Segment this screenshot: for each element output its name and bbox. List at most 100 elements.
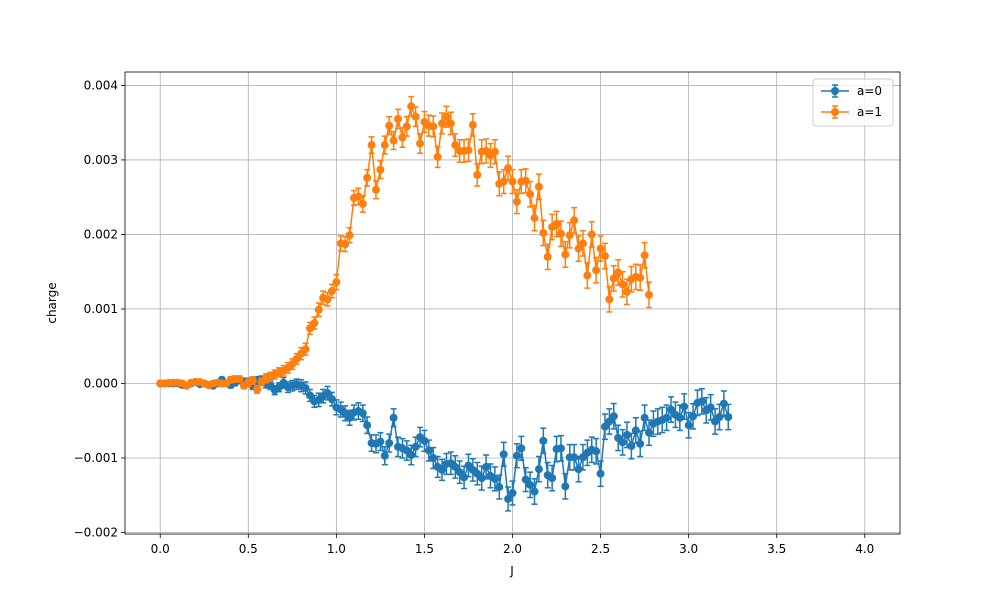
- data-point: [371, 185, 380, 194]
- data-point: [455, 468, 464, 477]
- data-point: [363, 421, 372, 430]
- data-point: [561, 250, 570, 259]
- data-point: [288, 360, 297, 369]
- data-point: [561, 482, 570, 491]
- data-point: [614, 268, 623, 277]
- legend-entry-a1: a=1: [821, 105, 882, 119]
- legend-marker-a1: [831, 108, 839, 116]
- data-point: [556, 444, 565, 453]
- data-point: [530, 487, 539, 496]
- data-point: [411, 442, 420, 451]
- data-point: [667, 405, 676, 414]
- y-axis: −0.002 −0.001 0.000 0.001 0.002 0.003 0.004: [74, 78, 125, 540]
- series-a=1: [156, 95, 654, 394]
- data-point: [508, 489, 517, 498]
- legend-label-a1: a=1: [857, 105, 882, 119]
- data-point: [640, 251, 649, 260]
- data-point: [675, 413, 684, 422]
- data-point: [596, 244, 605, 253]
- data-point: [534, 465, 543, 474]
- data-point: [314, 305, 323, 314]
- data-point: [385, 439, 394, 448]
- x-tick-label: 4.0: [855, 542, 874, 556]
- x-tick-label: 0.5: [239, 542, 258, 556]
- data-point: [570, 453, 579, 462]
- data-point: [305, 324, 314, 333]
- data-point: [402, 122, 411, 131]
- data-point: [539, 228, 548, 237]
- data-point: [468, 120, 477, 129]
- data-point: [521, 475, 530, 484]
- data-point: [605, 417, 614, 426]
- data-point: [438, 465, 447, 474]
- data-point: [358, 199, 367, 208]
- data-point: [609, 274, 618, 283]
- data-point: [512, 197, 521, 206]
- data-point: [354, 192, 363, 201]
- data-point: [398, 133, 407, 142]
- data-point: [662, 413, 671, 422]
- data-point: [389, 136, 398, 145]
- y-tick-label: 0.004: [84, 78, 118, 92]
- data-point: [411, 112, 420, 121]
- data-point: [534, 182, 543, 191]
- data-point: [592, 266, 601, 275]
- data-point: [578, 239, 587, 248]
- data-point: [323, 389, 332, 398]
- data-point: [548, 474, 557, 483]
- data-point: [451, 141, 460, 150]
- data-point: [301, 383, 310, 392]
- data-point: [323, 295, 332, 304]
- data-point: [385, 121, 394, 130]
- data-point: [407, 451, 416, 460]
- data-point: [715, 413, 724, 422]
- data-point: [429, 122, 438, 131]
- x-tick-label: 1.5: [415, 542, 434, 556]
- data-point: [530, 214, 539, 223]
- data-point: [394, 114, 403, 123]
- data-point: [499, 177, 508, 186]
- data-point: [636, 439, 645, 448]
- data-point: [543, 252, 552, 261]
- data-point: [618, 438, 627, 447]
- data-point: [363, 173, 372, 182]
- data-point: [622, 287, 631, 296]
- data-point: [438, 119, 447, 128]
- data-point: [477, 474, 486, 483]
- data-point: [305, 391, 314, 400]
- data-point: [521, 176, 530, 185]
- data-point: [327, 287, 336, 296]
- data-point: [706, 403, 715, 412]
- data-point: [570, 216, 579, 225]
- data-point: [332, 278, 341, 287]
- data-point: [684, 421, 693, 430]
- data-point: [446, 119, 455, 128]
- data-point: [460, 473, 469, 482]
- x-tick-label: 1.0: [327, 542, 346, 556]
- data-point: [499, 450, 508, 459]
- data-point: [574, 244, 583, 253]
- data-point: [680, 402, 689, 411]
- data-point: [592, 447, 601, 456]
- data-point: [504, 164, 513, 173]
- data-point: [301, 345, 310, 354]
- data-point: [416, 139, 425, 148]
- data-point: [407, 102, 416, 111]
- data-point: [490, 147, 499, 156]
- data-point: [367, 141, 376, 150]
- data-point: [420, 436, 429, 445]
- data-point: [429, 453, 438, 462]
- y-tick-label: 0.001: [84, 302, 118, 316]
- legend-label-a0: a=0: [857, 84, 882, 98]
- x-tick-label: 3.5: [767, 542, 786, 556]
- data-point: [517, 444, 526, 453]
- data-point: [345, 231, 354, 240]
- data-point: [627, 442, 636, 451]
- data-point: [504, 494, 513, 503]
- data-point: [310, 319, 319, 328]
- legend-entry-a0: a=0: [821, 84, 882, 98]
- data-point: [380, 451, 389, 460]
- data-point: [508, 177, 517, 186]
- x-tick-label: 2.5: [591, 542, 610, 556]
